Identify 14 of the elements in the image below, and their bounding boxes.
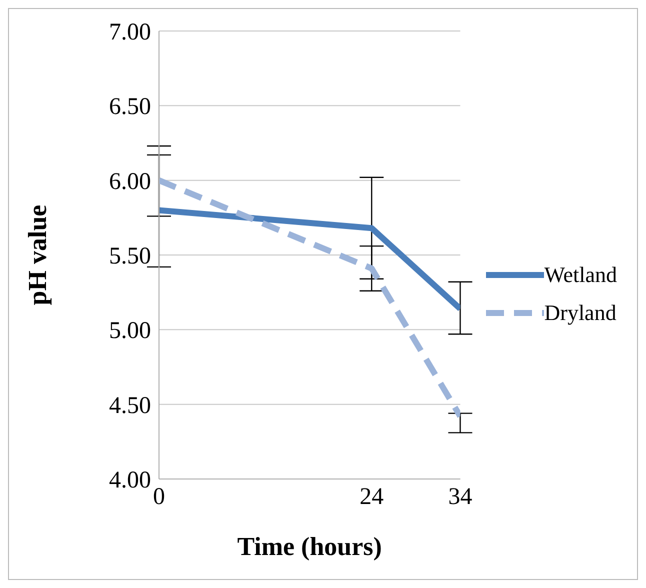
y-tick-label: 5.50 (109, 244, 151, 270)
legend-label: Wetland (544, 262, 617, 288)
y-tick-label: 4.00 (109, 468, 151, 494)
x-tick-label: 24 (360, 484, 384, 510)
x-tick-label: 34 (448, 484, 472, 510)
y-tick-label: 6.00 (109, 168, 151, 195)
legend-label: Dryland (544, 300, 616, 326)
y-axis-title: pH value (23, 204, 52, 306)
y-tick-label: 7.00 (109, 20, 151, 46)
y-tick-label: 6.50 (109, 94, 151, 120)
x-tick-label: 0 (153, 484, 165, 510)
x-axis-title: Time (hours) (237, 532, 382, 561)
y-tick-label: 5.00 (109, 318, 151, 344)
y-tick-label: 4.50 (109, 392, 151, 419)
